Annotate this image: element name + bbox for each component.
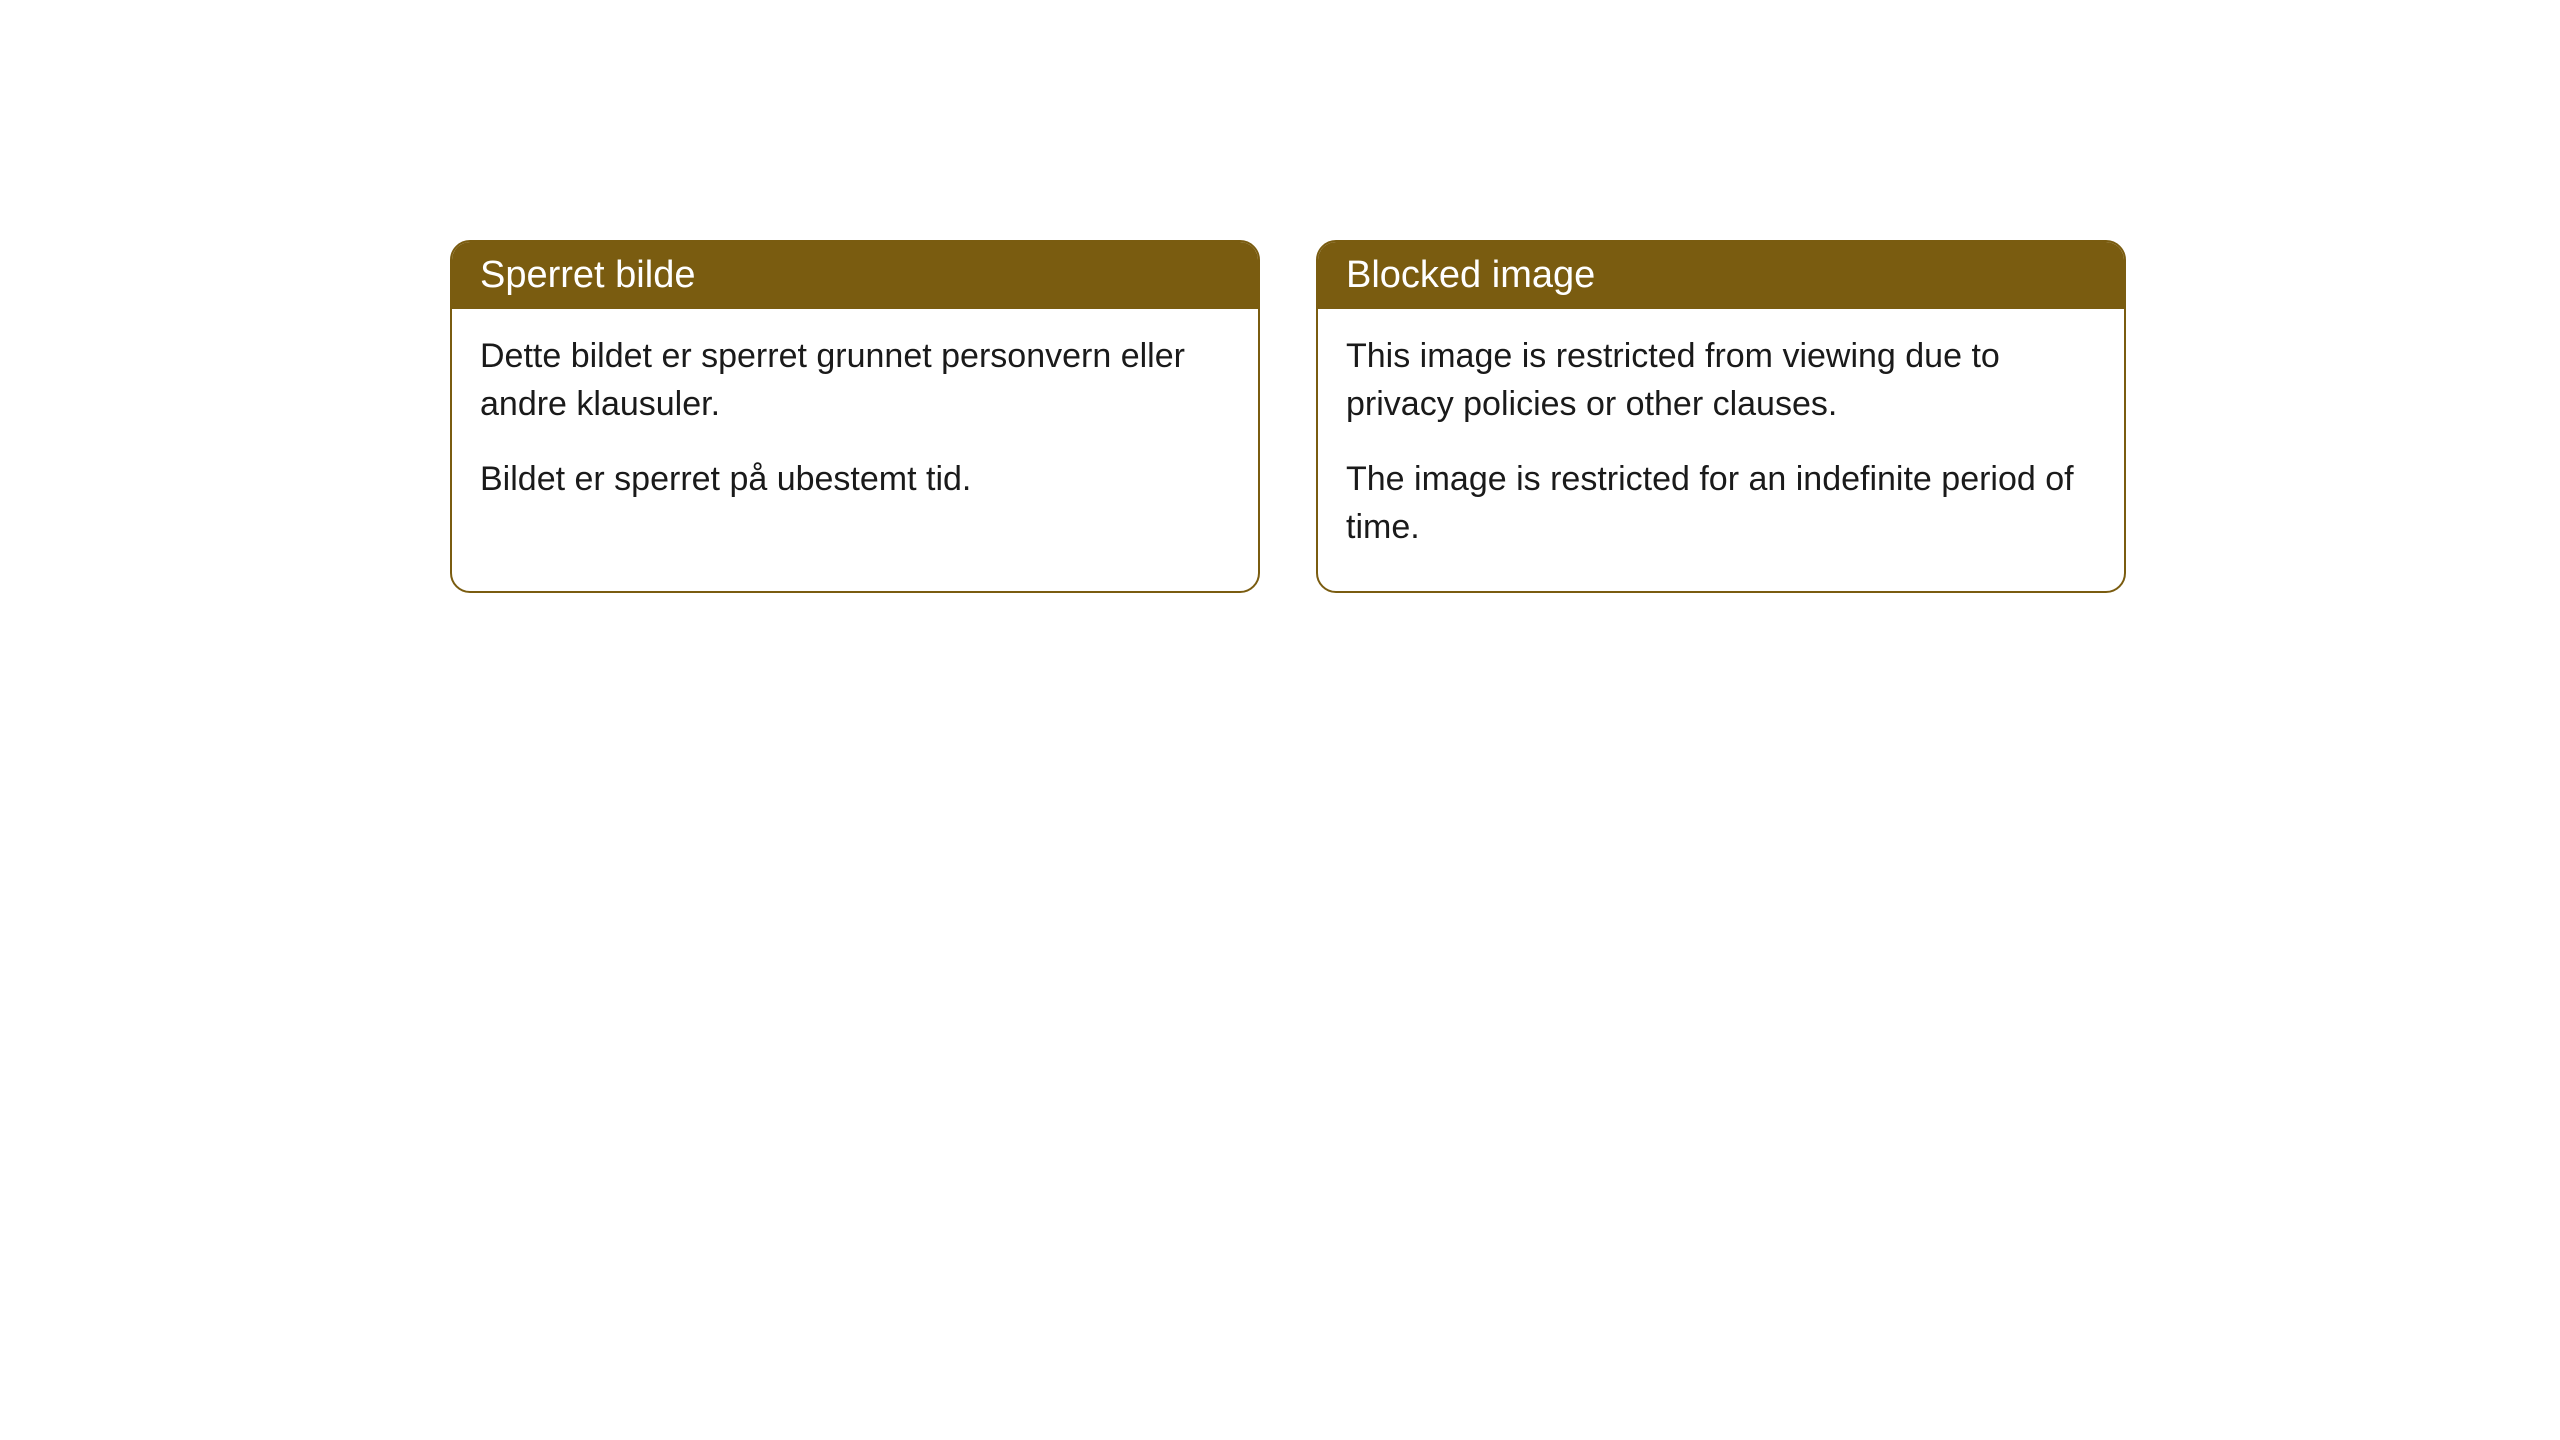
card-title: Blocked image (1346, 254, 1595, 296)
card-header: Sperret bilde (452, 242, 1258, 309)
card-body: Dette bildet er sperret grunnet personve… (452, 309, 1258, 544)
card-body: This image is restricted from viewing du… (1318, 309, 2124, 591)
card-header: Blocked image (1318, 242, 2124, 309)
card-paragraph: This image is restricted from viewing du… (1346, 333, 2096, 428)
card-paragraph: Bildet er sperret på ubestemt tid. (480, 456, 1230, 504)
notice-card-english: Blocked image This image is restricted f… (1316, 240, 2126, 593)
card-title: Sperret bilde (480, 254, 695, 296)
notice-container: Sperret bilde Dette bildet er sperret gr… (0, 0, 2560, 593)
notice-card-norwegian: Sperret bilde Dette bildet er sperret gr… (450, 240, 1260, 593)
card-paragraph: Dette bildet er sperret grunnet personve… (480, 333, 1230, 428)
card-paragraph: The image is restricted for an indefinit… (1346, 456, 2096, 551)
